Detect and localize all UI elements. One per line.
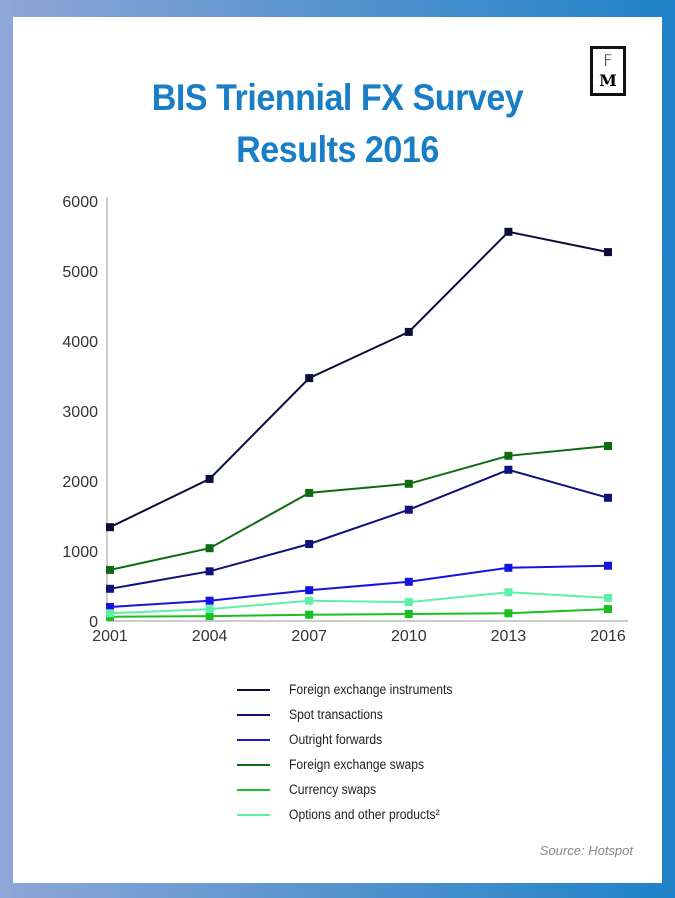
data-point bbox=[106, 565, 114, 574]
data-point bbox=[205, 474, 214, 483]
legend-label: Options and other products² bbox=[289, 807, 440, 822]
data-point bbox=[504, 563, 513, 572]
data-point bbox=[205, 544, 214, 553]
series-line bbox=[109, 445, 609, 571]
legend-item: Currency swaps bbox=[237, 777, 471, 802]
y-tick-label: 4000 bbox=[62, 334, 98, 351]
series-line bbox=[109, 608, 609, 618]
legend-swatch bbox=[237, 713, 270, 716]
data-point bbox=[604, 561, 612, 570]
data-point bbox=[504, 588, 513, 597]
data-point bbox=[604, 493, 612, 502]
chart-title: BIS Triennial FX Survey Results 2016 bbox=[27, 72, 648, 176]
data-point bbox=[106, 603, 114, 611]
title-line-2: Results 2016 bbox=[236, 129, 439, 170]
series-line bbox=[109, 564, 609, 608]
legend-swatch bbox=[237, 813, 270, 816]
legend-item: Outright forwards bbox=[237, 727, 471, 752]
data-point bbox=[106, 584, 114, 593]
y-tick-label: 6000 bbox=[62, 194, 98, 211]
series-line bbox=[109, 468, 609, 590]
data-point bbox=[305, 540, 314, 548]
x-tick-label: 2004 bbox=[192, 628, 228, 645]
data-point bbox=[604, 442, 612, 450]
data-point bbox=[305, 596, 314, 605]
data-point bbox=[404, 327, 413, 336]
legend-swatch bbox=[237, 763, 270, 766]
data-point bbox=[504, 465, 513, 474]
y-tick-label: 5000 bbox=[62, 264, 98, 281]
legend-label: Currency swaps bbox=[289, 782, 377, 797]
data-point bbox=[305, 374, 314, 383]
data-point bbox=[305, 610, 314, 619]
data-point bbox=[205, 596, 214, 605]
y-tick-label: 1000 bbox=[62, 544, 98, 561]
data-point bbox=[604, 248, 612, 257]
legend-item: Spot transactions bbox=[237, 702, 471, 727]
legend-label: Spot transactions bbox=[289, 707, 383, 722]
data-point bbox=[604, 593, 612, 602]
logo-letter-f: F bbox=[603, 51, 613, 70]
data-point bbox=[205, 567, 214, 576]
series-line bbox=[109, 230, 609, 529]
legend-item: Foreign exchange instruments bbox=[237, 677, 471, 702]
legend-item: Options and other products² bbox=[237, 802, 471, 827]
data-point bbox=[404, 598, 413, 607]
data-point bbox=[604, 605, 612, 614]
legend-label: Outright forwards bbox=[289, 732, 383, 747]
logo-letter-m: M bbox=[599, 71, 617, 90]
legend-item: Foreign exchange swaps bbox=[237, 752, 471, 777]
data-point bbox=[404, 577, 413, 586]
legend-swatch bbox=[237, 688, 270, 691]
data-point bbox=[404, 479, 413, 488]
data-point bbox=[205, 605, 214, 614]
legend-swatch bbox=[237, 738, 270, 741]
legend-label: Foreign exchange instruments bbox=[289, 682, 453, 697]
legend: Foreign exchange instruments Spot transac… bbox=[237, 677, 471, 827]
title-line-1: BIS Triennial FX Survey bbox=[151, 77, 524, 118]
y-tick-label: 3000 bbox=[62, 404, 98, 421]
x-tick-label: 2010 bbox=[391, 628, 427, 645]
data-point bbox=[305, 488, 314, 497]
y-tick-label: 0 bbox=[89, 614, 98, 631]
data-point bbox=[106, 609, 114, 618]
x-tick-label: 2007 bbox=[291, 628, 327, 645]
card bbox=[13, 17, 662, 883]
y-tick-label: 2000 bbox=[62, 474, 98, 491]
x-tick-label: 2013 bbox=[491, 628, 527, 645]
data-point bbox=[404, 505, 413, 514]
data-point bbox=[504, 609, 513, 618]
x-tick-label: 2016 bbox=[590, 628, 626, 645]
series-line bbox=[109, 591, 609, 615]
x-tick-label: 2001 bbox=[92, 628, 128, 645]
data-point bbox=[305, 586, 314, 595]
data-point bbox=[404, 610, 413, 618]
legend-swatch bbox=[237, 788, 270, 791]
data-point bbox=[205, 612, 214, 621]
legend-label: Foreign exchange swaps bbox=[289, 757, 425, 772]
fm-logo: F M bbox=[590, 46, 626, 96]
data-point bbox=[504, 451, 513, 460]
source-note: Source: Hotspot bbox=[539, 843, 633, 858]
data-point bbox=[504, 227, 513, 236]
data-point bbox=[106, 523, 114, 532]
